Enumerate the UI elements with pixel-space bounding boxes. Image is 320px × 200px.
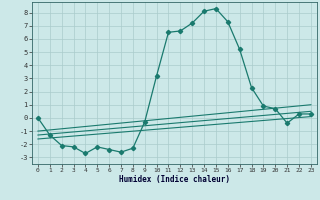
X-axis label: Humidex (Indice chaleur): Humidex (Indice chaleur) (119, 175, 230, 184)
